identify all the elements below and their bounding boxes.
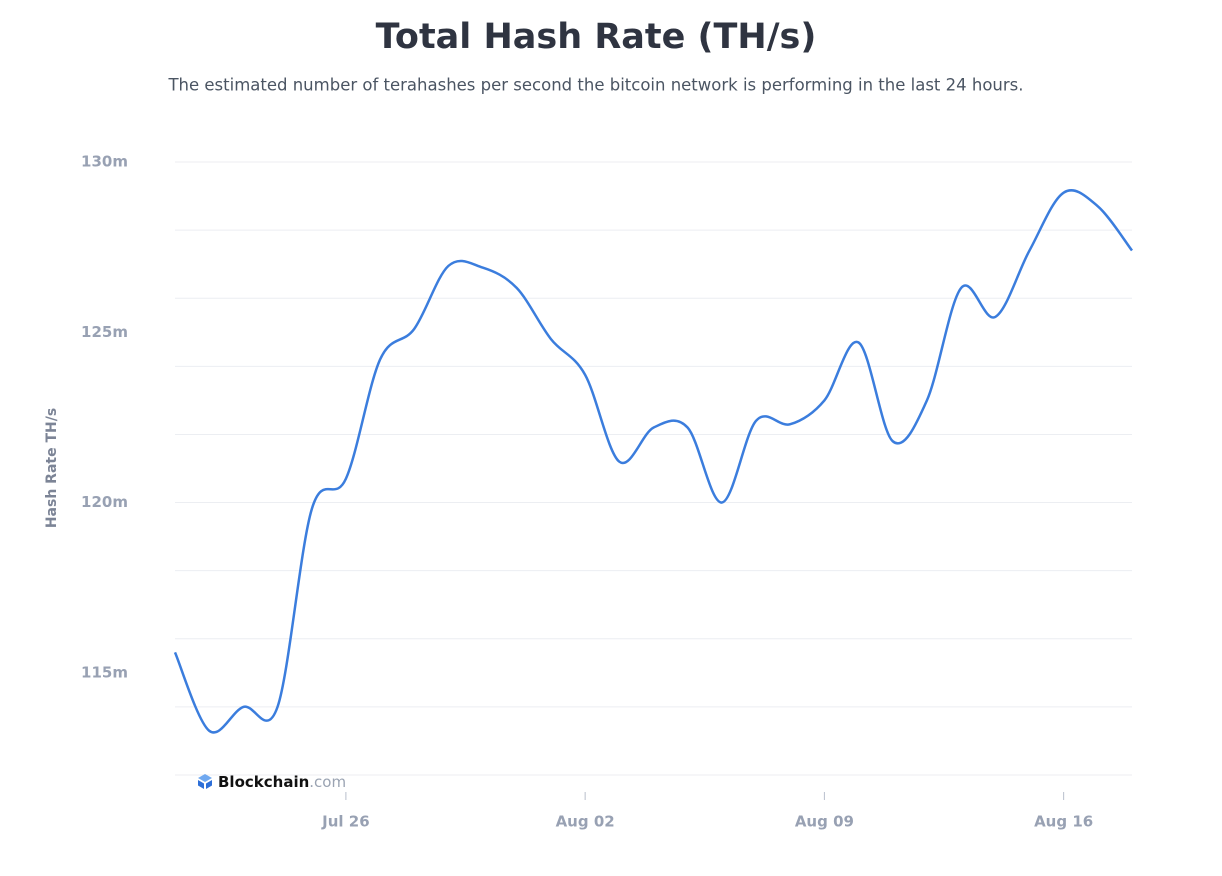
chart-subtitle: The estimated number of terahashes per s… [167,76,1023,95]
logo-name: Blockchain [218,773,309,791]
logo-suffix: .com [309,773,346,791]
logo: Blockchain.com [198,773,346,791]
y-tick-label: 115m [81,663,128,681]
y-axis-label: Hash Rate TH/s [44,408,60,528]
y-tick-label: 125m [81,323,128,341]
x-tick-label: Jul 26 [321,813,370,831]
logo-icon [198,774,212,782]
logo-text: Blockchain.com [218,773,346,791]
logo-icon [198,780,212,789]
x-tick-label: Aug 02 [556,813,615,831]
y-tick-label: 120m [81,493,128,511]
line-series [173,189,1133,734]
chart-title: Total Hash Rate (TH/s) [376,17,817,57]
x-tick-label: Aug 16 [1034,813,1093,831]
x-tick-label: Aug 09 [795,813,854,831]
y-tick-label: 130m [81,153,128,171]
